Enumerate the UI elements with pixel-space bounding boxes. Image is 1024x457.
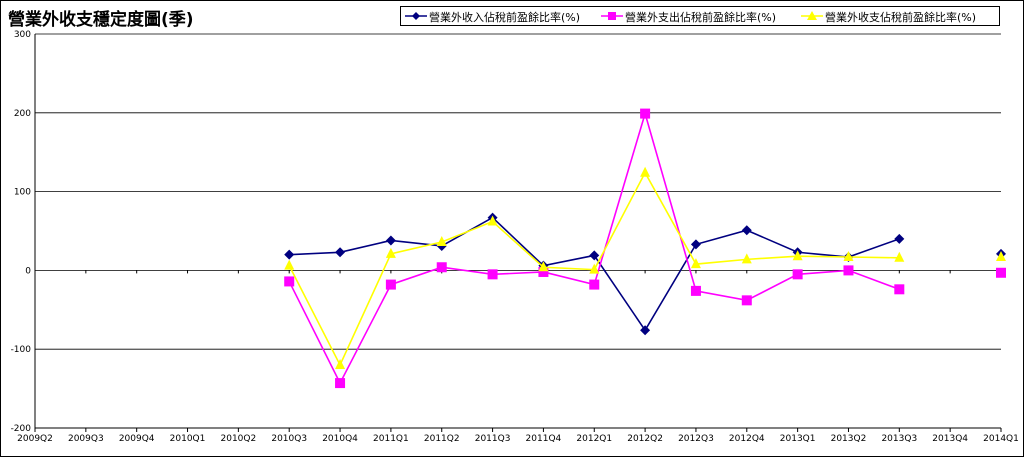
data-point-1 [741, 295, 752, 306]
x-tick-label: 2011Q3 [475, 434, 511, 444]
data-point-2 [538, 261, 549, 272]
x-tick-label: 2011Q1 [373, 434, 409, 444]
x-tick-label: 2012Q2 [627, 434, 663, 444]
data-point-1 [385, 279, 396, 290]
x-tick-label: 2013Q1 [780, 434, 816, 444]
x-tick-label: 2013Q3 [881, 434, 917, 444]
legend-label-income: 營業外收入佔稅前盈餘比率(%) [429, 11, 581, 24]
data-point-1 [538, 266, 549, 277]
x-tick-label: 2014Q1 [983, 434, 1019, 444]
data-point-0 [284, 249, 295, 260]
x-tick-label: 2013Q2 [831, 434, 867, 444]
x-tick-label: 2012Q4 [729, 434, 765, 444]
x-tick-label: 2010Q1 [170, 434, 206, 444]
legend-label-expense: 營業外支出佔稅前盈餘比率(%) [625, 11, 777, 24]
data-point-1 [487, 269, 498, 280]
data-point-0 [640, 325, 651, 336]
data-point-1 [792, 269, 803, 280]
data-point-1 [589, 279, 600, 290]
data-point-0 [335, 247, 346, 258]
chart-title: 營業外收支穩定度圖(季) [8, 10, 194, 30]
x-tick-label: 2012Q1 [576, 434, 612, 444]
data-point-1 [284, 276, 295, 287]
x-tick-label: 2011Q4 [526, 434, 562, 444]
data-point-2 [792, 250, 803, 261]
data-point-2 [385, 247, 396, 258]
data-point-1 [690, 285, 701, 296]
data-point-2 [284, 259, 295, 270]
x-tick-label: 2013Q4 [932, 434, 968, 444]
x-tick-label: 2012Q3 [678, 434, 714, 444]
legend: 營業外收入佔稅前盈餘比率(%) 營業外支出佔稅前盈餘比率(%) 營業外收支佔稅前… [400, 6, 1000, 26]
y-tick-label: -100 [11, 345, 32, 355]
data-point-2 [690, 258, 701, 269]
x-tick-label: 2009Q3 [68, 434, 104, 444]
data-point-2 [741, 253, 752, 264]
y-tick-label: 300 [14, 30, 31, 40]
y-tick-label: 100 [14, 188, 31, 198]
data-point-1 [843, 265, 854, 276]
series-line-1 [288, 110, 900, 385]
legend-marker-expense [601, 12, 623, 20]
data-point-1 [335, 378, 346, 389]
data-point-2 [487, 215, 498, 226]
data-point-2 [589, 263, 600, 274]
y-tick-label: -200 [11, 424, 32, 434]
data-point-0 [894, 233, 905, 244]
legend-marker-net [801, 11, 823, 20]
data-point-2 [640, 166, 651, 177]
x-tick-label: 2010Q2 [221, 434, 257, 444]
data-point-1 [996, 267, 1006, 278]
data-point-1 [894, 284, 905, 295]
y-tick-label: 0 [25, 266, 31, 276]
data-point-2 [843, 251, 854, 262]
data-point-0 [690, 239, 701, 250]
data-point-2 [436, 236, 447, 247]
data-point-2 [335, 358, 346, 369]
data-point-0 [741, 225, 752, 236]
y-tick-label: 200 [14, 109, 31, 119]
data-point-1 [640, 108, 651, 119]
legend-marker-income [405, 12, 427, 20]
legend-label-net: 營業外收支佔稅前盈餘比率(%) [825, 11, 977, 24]
data-point-0 [385, 235, 396, 246]
x-tick-label: 2009Q2 [17, 434, 53, 444]
x-tick-label: 2011Q2 [424, 434, 460, 444]
x-tick-label: 2010Q4 [322, 434, 358, 444]
data-point-1 [436, 262, 447, 273]
x-tick-label: 2009Q4 [119, 434, 155, 444]
data-point-0 [589, 250, 600, 261]
data-point-2 [894, 251, 905, 262]
data-point-2 [996, 251, 1006, 262]
x-tick-label: 2010Q3 [271, 434, 307, 444]
